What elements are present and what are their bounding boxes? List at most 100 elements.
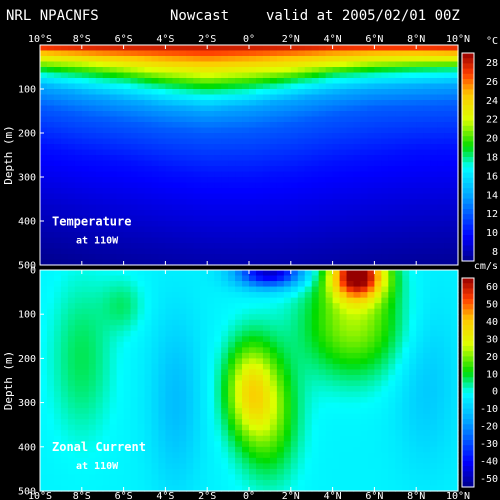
field-cell (311, 275, 320, 282)
field-cell (130, 72, 139, 79)
field-cell (381, 286, 389, 293)
field-cell (255, 199, 264, 206)
field-cell (444, 363, 452, 371)
field-cell (318, 292, 327, 299)
field-cell (74, 83, 83, 90)
field-cell (297, 402, 306, 409)
field-cell (353, 281, 362, 288)
field-cell (214, 479, 222, 487)
field-cell (228, 457, 236, 464)
field-cell (262, 122, 271, 129)
field-cell (46, 330, 55, 337)
field-cell (304, 155, 313, 162)
field-cell (402, 446, 410, 453)
field-cell (325, 270, 334, 277)
field-cell (353, 155, 362, 162)
field-cell (451, 479, 459, 487)
field-cell (179, 116, 187, 123)
field-cell (297, 133, 306, 140)
field-cell (249, 281, 257, 288)
field-cell (81, 122, 90, 129)
field-cell (262, 308, 271, 315)
field-cell (360, 363, 369, 371)
field-cell (353, 116, 362, 123)
x-tick-label: 8°N (407, 34, 425, 45)
field-cell (193, 210, 201, 217)
field-cell (200, 188, 208, 195)
field-cell (137, 78, 146, 85)
field-cell (88, 160, 97, 167)
field-cell (346, 292, 355, 299)
field-cell (207, 397, 215, 404)
field-cell (200, 457, 208, 464)
field-cell (269, 226, 278, 233)
x-tick-label: 10°S (28, 34, 52, 45)
field-cell (297, 50, 306, 57)
field-cell (207, 45, 215, 52)
colorbar-swatch (462, 240, 474, 246)
field-cell (137, 199, 146, 206)
field-cell (242, 50, 250, 57)
field-cell (395, 463, 403, 470)
field-cell (297, 452, 306, 459)
field-cell (151, 441, 160, 448)
field-cell (269, 446, 278, 453)
field-cell (88, 319, 97, 326)
field-cell (158, 144, 166, 151)
field-cell (297, 67, 306, 74)
field-cell (381, 374, 389, 382)
field-cell (40, 166, 48, 173)
field-cell (81, 100, 90, 107)
field-cell (200, 430, 208, 437)
field-cell (144, 94, 153, 101)
field-cell (95, 397, 104, 404)
field-cell (444, 127, 452, 134)
field-cell (102, 254, 111, 261)
field-cell (165, 485, 173, 492)
field-cell (262, 89, 271, 96)
field-cell (81, 254, 90, 261)
field-cell (283, 149, 292, 156)
field-cell (325, 341, 334, 348)
field-cell (193, 50, 201, 57)
field-cell (116, 474, 125, 481)
field-cell (116, 56, 125, 63)
field-cell (416, 430, 424, 437)
field-cell (318, 111, 327, 118)
field-cell (60, 188, 69, 195)
field-cell (137, 105, 146, 112)
field-cell (318, 78, 327, 85)
field-cell (67, 281, 76, 288)
field-cell (346, 413, 355, 420)
field-cell (304, 182, 313, 189)
field-cell (172, 171, 180, 178)
field-cell (102, 424, 111, 431)
field-cell (276, 358, 285, 365)
field-cell (374, 330, 382, 337)
field-cell (339, 226, 348, 233)
field-cell (381, 105, 389, 112)
field-cell (451, 248, 459, 255)
field-cell (451, 89, 459, 96)
field-cell (130, 281, 139, 288)
field-cell (235, 116, 243, 123)
field-cell (283, 127, 292, 134)
field-cell (290, 325, 299, 332)
field-cell (102, 72, 111, 79)
field-cell (451, 111, 459, 118)
field-cell (81, 325, 90, 332)
field-cell (193, 468, 201, 476)
field-cell (88, 116, 97, 123)
field-cell (221, 177, 229, 184)
field-cell (262, 248, 271, 255)
field-cell (130, 237, 139, 244)
field-cell (423, 45, 431, 52)
field-cell (269, 155, 278, 162)
field-cell (367, 259, 375, 266)
field-cell (193, 193, 201, 200)
field-cell (381, 160, 389, 167)
field-cell (242, 215, 250, 222)
field-cell (402, 374, 410, 382)
field-cell (311, 308, 320, 315)
field-cell (367, 325, 375, 332)
